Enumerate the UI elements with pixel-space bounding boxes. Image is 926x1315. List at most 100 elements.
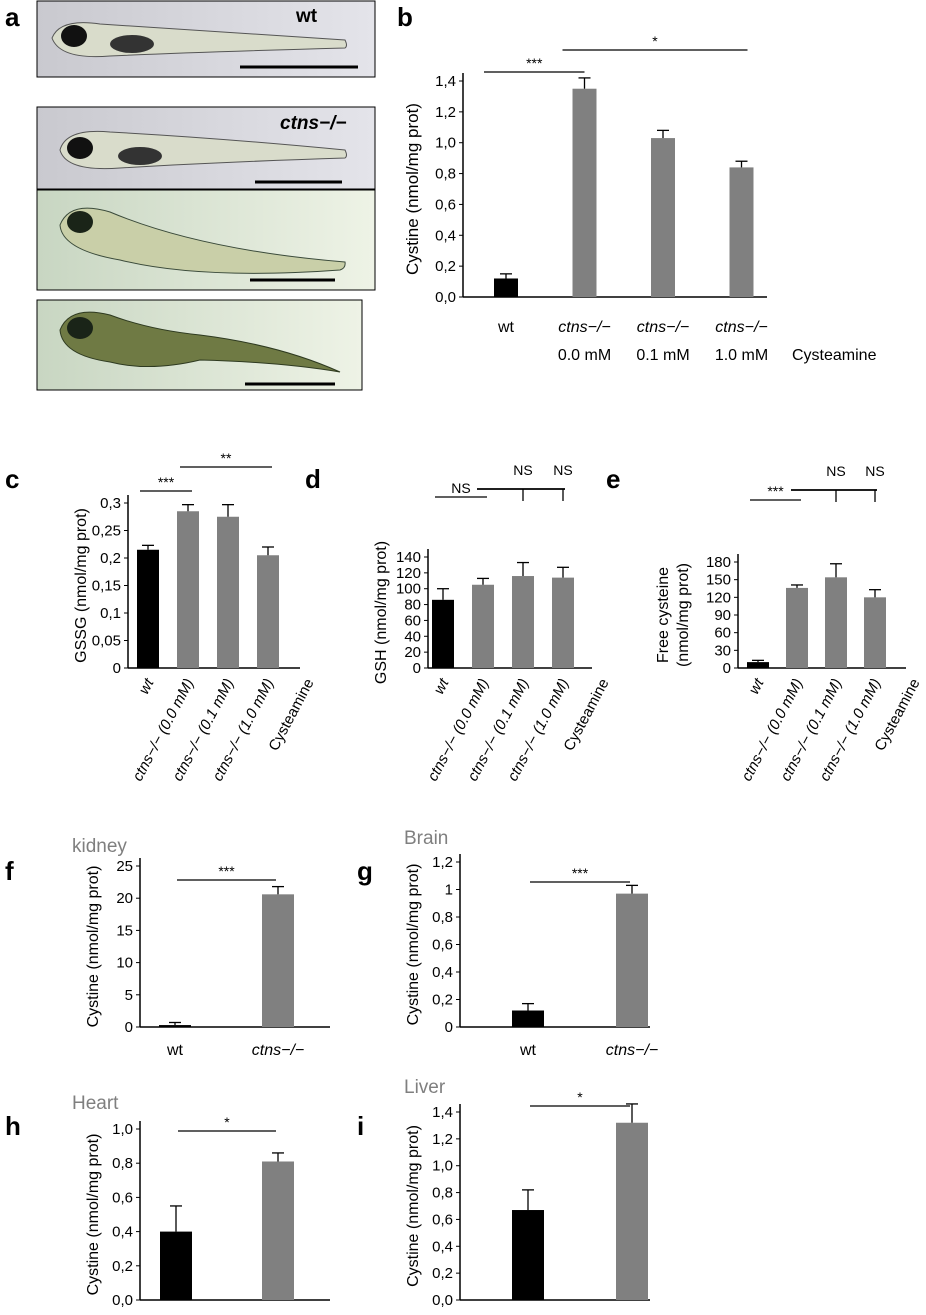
y-axis-label: Cystine (nmol/mg prot): [85, 1134, 102, 1296]
significance-label: **: [221, 450, 232, 466]
significance-label: NS: [451, 480, 470, 496]
y-tick-label: 25: [116, 858, 133, 875]
y-tick-label: 0,0: [432, 1292, 453, 1309]
y-tick-label: 0,8: [112, 1155, 133, 1172]
y-tick-label: 0,4: [432, 1238, 453, 1255]
y-tick-label: 0,05: [92, 633, 121, 650]
y-tick-label: 20: [116, 890, 133, 907]
bar-1: [616, 893, 648, 1027]
y-tick-label: 0: [413, 660, 421, 677]
panel-letter: b: [397, 2, 413, 32]
bar-3: [552, 577, 574, 668]
panel-letter: a: [5, 2, 20, 32]
bar-1: [262, 894, 294, 1027]
y-tick-label: 0,8: [432, 1185, 453, 1202]
y-tick-label: 120: [396, 565, 421, 582]
y-tick-label: 0,25: [92, 523, 121, 540]
bar-0: [512, 1210, 544, 1300]
bar-0: [160, 1231, 192, 1300]
panel-letter: f: [5, 856, 14, 886]
y-tick-label: 5: [125, 987, 133, 1004]
bar-0: [494, 278, 518, 297]
y-tick-label: 0,6: [432, 1211, 453, 1228]
panel-letter: i: [357, 1111, 364, 1141]
y-tick-label: 1,0: [112, 1121, 133, 1138]
significance-label: ***: [158, 474, 175, 490]
bar-0: [159, 1025, 191, 1027]
y-tick-label: 0: [125, 1019, 133, 1036]
x-tick-label: ctns−/−: [637, 319, 689, 336]
y-tick-label: 0,0: [112, 1292, 133, 1309]
significance-label: ***: [767, 483, 784, 499]
bar-0: [512, 1010, 544, 1027]
bar-2: [217, 516, 239, 668]
y-axis-label: (nmol/mg prot): [675, 563, 692, 667]
y-axis-label: GSH (nmol/mg prot): [373, 541, 390, 684]
organ-title: Heart: [72, 1093, 119, 1114]
bar-1: [786, 587, 808, 668]
y-tick-label: 40: [404, 628, 421, 645]
y-tick-label: 1,4: [435, 73, 456, 90]
x-tick-label: ctns−/−: [715, 319, 767, 336]
significance-label: *: [652, 33, 658, 49]
x-tick-label: wt: [430, 675, 452, 697]
bar-1: [472, 584, 494, 668]
bar-3: [864, 597, 886, 668]
chart-b: 0,0 0,2 0,4 0,6 0,8 1,0 1,2 1,4 Cystine (nmol/mg…: [403, 33, 877, 364]
fish-image-ctns-untreated: [36, 106, 376, 190]
y-tick-label: 0: [113, 660, 121, 677]
y-axis-label: Cystine (nmol/mg prot): [85, 866, 102, 1028]
y-tick-label: 90: [714, 607, 731, 624]
x-tick-label: ctns−/−: [252, 1042, 304, 1059]
y-tick-label: 0,2: [432, 992, 453, 1009]
x-tick-label: wt: [745, 675, 767, 697]
x-tick-label: ctns−/−: [606, 1042, 658, 1059]
fish-image-ctns-edema: [36, 299, 363, 391]
y-tick-label: 0,8: [432, 909, 453, 926]
y-axis-label: Cystine (nmol/mg prot): [405, 864, 422, 1026]
bar-2: [512, 576, 534, 668]
significance-label: ***: [572, 865, 589, 881]
y-axis-label: GSSG (nmol/mg prot): [73, 508, 90, 663]
y-tick-label: 0,0: [435, 289, 456, 306]
y-tick-label: 15: [116, 922, 133, 939]
bar-2: [651, 138, 675, 297]
bar-0: [747, 662, 769, 668]
significance-label: ***: [218, 863, 235, 879]
y-tick-label: 1,2: [432, 1131, 453, 1148]
y-tick-label: 0,15: [92, 578, 121, 595]
y-tick-label: 20: [404, 644, 421, 661]
y-axis-label: Cystine (nmol/mg prot): [405, 1125, 422, 1287]
panel-letter: h: [5, 1111, 21, 1141]
bar-0: [432, 599, 454, 668]
treatment-label: Cysteamine: [792, 347, 877, 364]
x-tick-sublabel: 0.1 mM: [636, 347, 689, 364]
x-tick-sublabel: 0.0 mM: [558, 347, 611, 364]
y-tick-label: 80: [404, 597, 421, 614]
y-tick-label: 0,2: [432, 1265, 453, 1282]
significance-label: ***: [526, 55, 543, 71]
bar-3: [257, 555, 279, 668]
fish-image-wt: [36, 0, 376, 78]
y-tick-label: 0: [445, 1019, 453, 1036]
significance-label: *: [224, 1114, 230, 1130]
x-tick-label: wt: [497, 319, 515, 336]
y-tick-label: 120: [706, 589, 731, 606]
y-tick-label: 0,3: [100, 495, 121, 512]
y-tick-label: 10: [116, 955, 133, 972]
y-tick-label: 0,2: [435, 258, 456, 275]
panel-letter: e: [606, 464, 620, 494]
chart-i: 0,0 0,2 0,4 0,6 0,8 1,0 1,2 1,4 Cystine (nmol/mg…: [404, 1077, 650, 1309]
y-tick-label: 1: [445, 882, 453, 899]
y-tick-label: 1,4: [432, 1104, 453, 1121]
y-tick-label: 0,4: [432, 964, 453, 981]
chart-f: 0 5 10 15 20 25 Cystine (nmol/mg prot) wt ctns−/…: [72, 836, 330, 1059]
y-tick-label: 60: [714, 625, 731, 642]
chart-c: 0 0,05 0,1 0,15 0,2 0,25 0,3 GSSG (nmol/mg prot…: [73, 450, 318, 784]
y-tick-label: 0,4: [435, 227, 456, 244]
organ-title: Brain: [404, 828, 448, 849]
x-tick-sublabel: 1.0 mM: [715, 347, 768, 364]
y-tick-label: 0,1: [100, 605, 121, 622]
y-tick-label: 30: [714, 642, 731, 659]
